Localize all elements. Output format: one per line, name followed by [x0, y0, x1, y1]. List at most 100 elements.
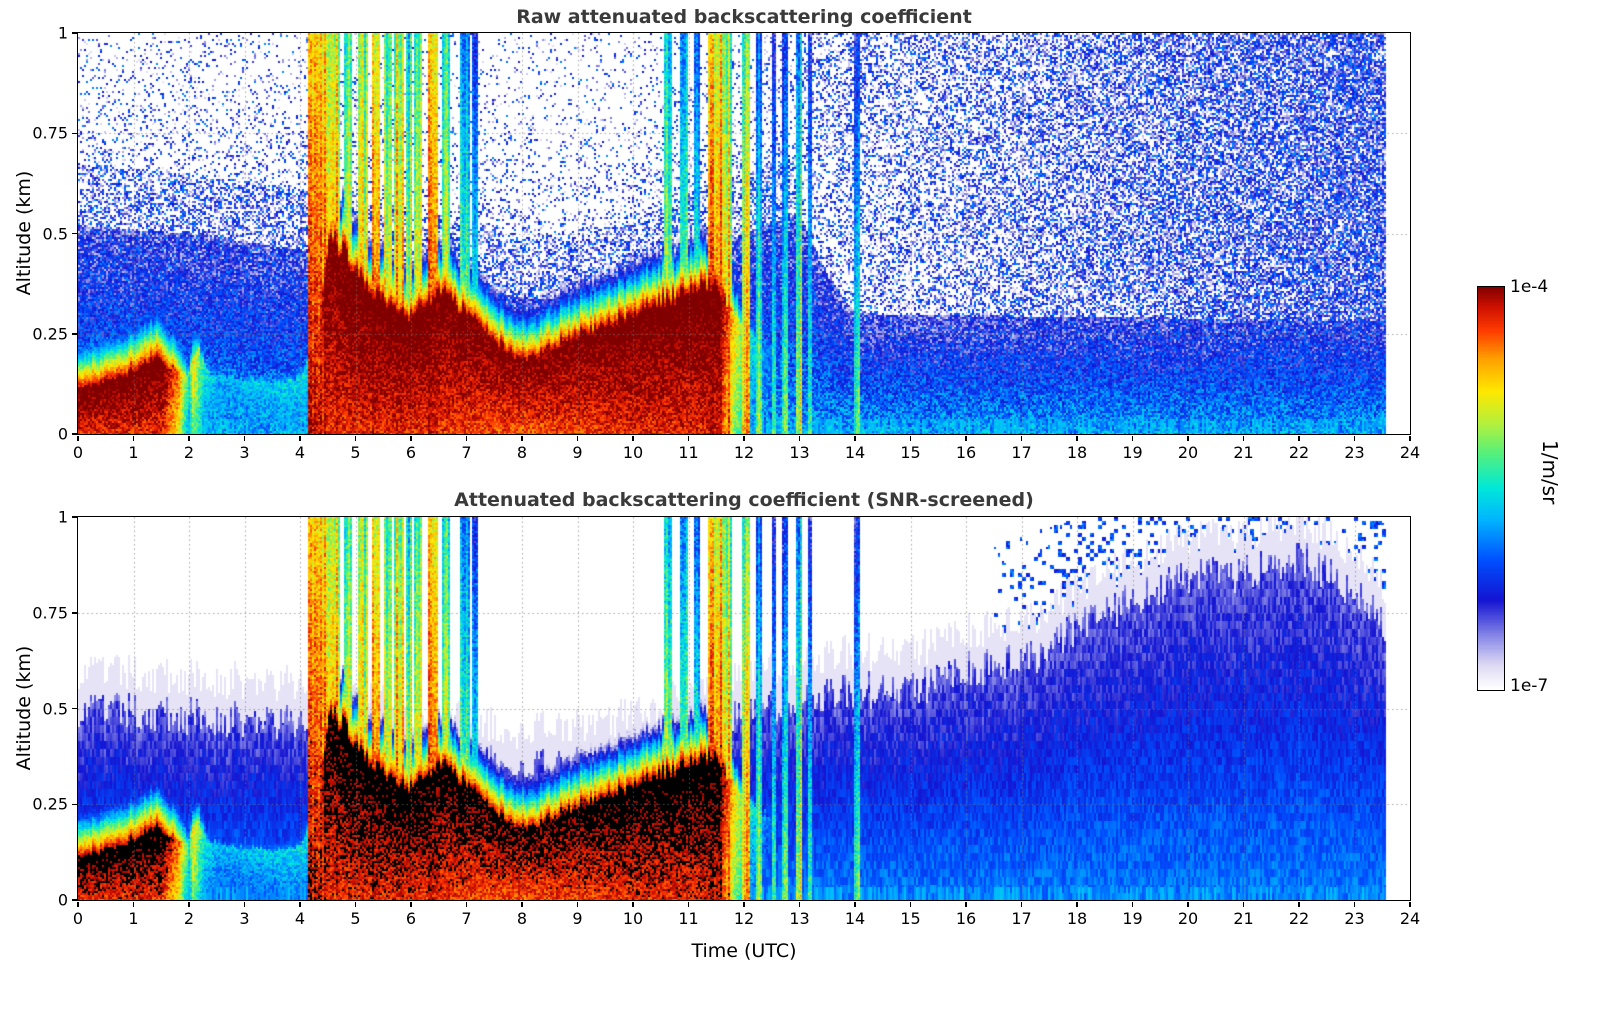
- x-tick-label: 16: [955, 909, 977, 928]
- x-tick-mark: [1187, 901, 1189, 907]
- colorbar: [1476, 285, 1505, 691]
- y-tick-mark: [71, 32, 77, 34]
- x-tick-label: 3: [239, 443, 250, 462]
- x-tick-label: 18: [1066, 909, 1088, 928]
- y-tick-mark: [71, 132, 77, 134]
- y-tick-mark: [71, 803, 77, 805]
- x-tick-mark: [854, 901, 856, 907]
- x-tick-label: 11: [678, 909, 699, 928]
- panel1-title: Raw attenuated backscattering coefficien…: [516, 6, 972, 28]
- x-tick-label: 12: [733, 443, 755, 462]
- x-tick-mark: [132, 901, 135, 907]
- x-tick-mark: [188, 435, 190, 441]
- y-tick-label: 0.5: [42, 699, 68, 718]
- x-tick-label: 0: [72, 443, 84, 462]
- x-tick-label: 13: [789, 443, 810, 462]
- y-tick-label: 0: [57, 424, 68, 444]
- x-tick-label: 20: [1177, 909, 1199, 928]
- x-tick-label: 14: [844, 909, 866, 928]
- x-tick-mark: [743, 901, 745, 907]
- y-tick-label: 1: [57, 23, 68, 43]
- x-tick-mark: [1409, 901, 1411, 907]
- x-tick-mark: [909, 901, 912, 907]
- x-tick-mark: [410, 435, 412, 441]
- x-tick-mark: [1020, 901, 1023, 907]
- x-tick-mark: [798, 435, 801, 441]
- x-tick-mark: [77, 901, 79, 907]
- x-tick-mark: [299, 435, 301, 441]
- y-tick-label: 0.25: [32, 794, 68, 814]
- x-tick-label: 17: [1011, 909, 1032, 928]
- x-tick-label: 1: [128, 909, 139, 928]
- x-tick-label: 8: [516, 909, 528, 928]
- x-tick-mark: [743, 435, 745, 441]
- panel1-ylabel: Altitude (km): [13, 170, 35, 296]
- x-tick-label: 19: [1122, 443, 1143, 462]
- y-tick-label: 1: [57, 507, 68, 527]
- x-tick-label: 7: [461, 443, 472, 462]
- x-tick-label: 10: [622, 909, 644, 928]
- x-tick-mark: [632, 901, 634, 907]
- x-tick-mark: [1298, 901, 1300, 907]
- x-tick-mark: [1242, 901, 1245, 907]
- x-tick-label: 23: [1344, 909, 1365, 928]
- x-tick-mark: [410, 901, 412, 907]
- x-tick-mark: [687, 901, 690, 907]
- x-tick-mark: [299, 901, 301, 907]
- x-tick-label: 12: [733, 909, 755, 928]
- x-tick-mark: [188, 901, 190, 907]
- x-tick-label: 3: [239, 909, 250, 928]
- x-tick-mark: [354, 435, 357, 441]
- x-tick-label: 15: [900, 443, 921, 462]
- x-tick-mark: [576, 435, 579, 441]
- x-tick-mark: [243, 435, 246, 441]
- y-tick-label: 0.75: [32, 123, 68, 143]
- x-tick-mark: [632, 435, 634, 441]
- x-tick-label: 11: [678, 443, 699, 462]
- x-tick-mark: [1187, 435, 1189, 441]
- x-tick-label: 21: [1233, 443, 1254, 462]
- x-tick-mark: [1242, 435, 1245, 441]
- x-tick-mark: [1353, 901, 1356, 907]
- x-tick-mark: [77, 435, 79, 441]
- x-tick-label: 5: [350, 443, 361, 462]
- x-tick-label: 2: [183, 443, 195, 462]
- x-tick-label: 13: [789, 909, 810, 928]
- colorbar-max-label: 1e-4: [1510, 277, 1549, 297]
- x-tick-label: 15: [900, 909, 921, 928]
- x-tick-label: 1: [128, 443, 139, 462]
- y-tick-mark: [71, 899, 77, 901]
- x-tick-label: 19: [1122, 909, 1143, 928]
- x-tick-label: 4: [294, 909, 306, 928]
- x-tick-mark: [243, 901, 246, 907]
- x-tick-label: 5: [350, 909, 361, 928]
- x-tick-label: 9: [572, 909, 583, 928]
- x-tick-label: 24: [1399, 443, 1421, 462]
- y-tick-mark: [71, 232, 77, 235]
- x-tick-mark: [521, 901, 523, 907]
- x-tick-label: 14: [844, 443, 866, 462]
- x-tick-mark: [1076, 901, 1078, 907]
- x-tick-label: 9: [572, 443, 583, 462]
- y-tick-label: 0.25: [32, 324, 68, 344]
- panel2-heatmap-canvas: [76, 515, 1411, 901]
- y-tick-label: 0.75: [32, 603, 68, 623]
- y-tick-label: 0.5: [42, 224, 68, 243]
- y-tick-mark: [71, 516, 77, 518]
- x-tick-label: 6: [405, 443, 417, 462]
- x-tick-mark: [1298, 435, 1300, 441]
- x-tick-mark: [798, 901, 801, 907]
- x-tick-label: 17: [1011, 443, 1032, 462]
- x-tick-label: 20: [1177, 443, 1199, 462]
- x-tick-label: 21: [1233, 909, 1254, 928]
- x-tick-label: 23: [1344, 443, 1365, 462]
- x-tick-label: 18: [1066, 443, 1088, 462]
- x-tick-mark: [354, 901, 357, 907]
- colorbar-unit-label: 1/m/sr: [1538, 440, 1562, 505]
- x-tick-mark: [465, 901, 468, 907]
- x-tick-label: 22: [1288, 443, 1310, 462]
- x-tick-label: 2: [183, 909, 195, 928]
- x-tick-label: 8: [516, 443, 528, 462]
- x-tick-mark: [1409, 435, 1411, 441]
